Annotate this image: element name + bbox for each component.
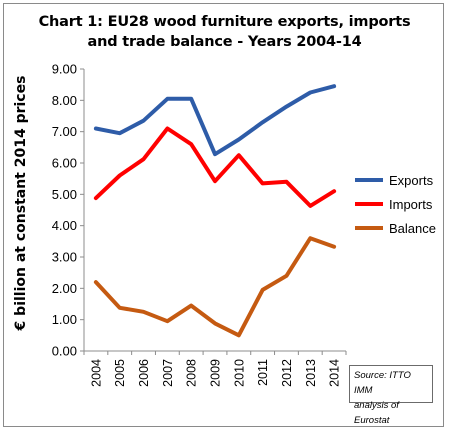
legend-item-exports: Exports	[355, 168, 436, 192]
legend-swatch-imports	[355, 202, 383, 206]
legend-swatch-exports	[355, 178, 383, 182]
x-tick-label: 2013	[304, 359, 318, 387]
series-line-balance	[93, 236, 337, 338]
y-tick-label: 4.00	[52, 218, 77, 233]
chart-frame	[3, 3, 444, 427]
y-tick-label: 8.00	[52, 93, 77, 108]
x-tick-label: 2009	[209, 359, 223, 387]
x-tick-label: 2008	[185, 359, 199, 387]
x-tick-label: 2006	[137, 359, 151, 387]
x-tick-label: 2014	[328, 359, 342, 387]
legend-label-balance: Balance	[389, 220, 436, 236]
source-line-1: Source: ITTO IMM	[354, 370, 411, 396]
legend: Exports Imports Balance	[355, 168, 436, 240]
y-tick-label: 5.00	[52, 187, 77, 202]
series-line-imports	[93, 126, 337, 208]
series-line-exports	[93, 84, 337, 157]
y-tick-label: 7.00	[52, 124, 77, 139]
y-tick-label: 6.00	[52, 156, 77, 171]
legend-label-imports: Imports	[389, 196, 433, 212]
source-line-2: analysis of Eurostat	[354, 400, 399, 426]
y-tick-label: 3.00	[52, 250, 77, 265]
x-tick-label: 2005	[113, 359, 127, 387]
chart-title: Chart 1: EU28 wood furniture exports, im…	[0, 12, 449, 52]
y-tick-label: 1.00	[52, 312, 77, 327]
y-tick-label: 0.00	[52, 344, 77, 359]
chart-title-line-2: and trade balance - Years 2004-14	[87, 34, 362, 50]
x-tick-label: 2010	[232, 359, 246, 387]
x-tick-label: 2007	[161, 359, 175, 387]
x-tick-label: 2004	[89, 359, 103, 387]
legend-label-exports: Exports	[389, 172, 434, 188]
y-tick-label: 2.00	[52, 281, 77, 296]
legend-swatch-balance	[355, 226, 383, 230]
y-tick-label: 9.00	[52, 62, 77, 77]
chart-title-line-1: Chart 1: EU28 wood furniture exports, im…	[38, 14, 411, 30]
x-tick-label: 2012	[280, 359, 294, 387]
source-note: Source: ITTO IMM analysis of Eurostat	[349, 365, 433, 426]
x-tick-label: 2011	[256, 359, 270, 386]
legend-item-balance: Balance	[355, 216, 436, 240]
legend-item-imports: Imports	[355, 192, 436, 216]
